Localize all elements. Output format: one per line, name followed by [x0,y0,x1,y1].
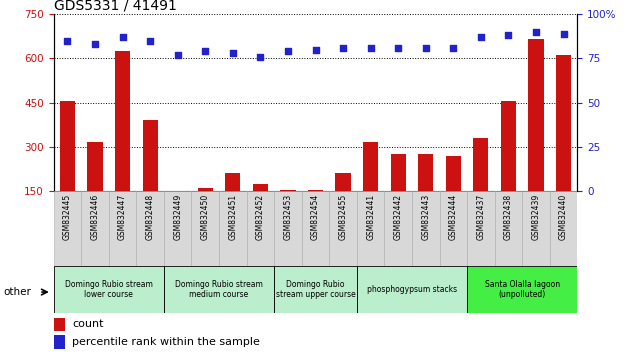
Point [476,34,486,40]
Bar [164,191,191,266]
Text: GSM832443: GSM832443 [422,193,430,240]
Bar [467,266,577,313]
Bar [467,191,495,266]
Point [228,50,238,56]
Text: GSM832449: GSM832449 [173,193,182,240]
Bar [54,191,81,266]
Text: Domingo Rubio stream
medium course: Domingo Rubio stream medium course [175,280,263,299]
Bar [81,191,109,266]
Bar [109,191,136,266]
Point [145,38,155,44]
Text: GSM832454: GSM832454 [311,193,320,240]
Bar [445,156,461,235]
Text: GSM832437: GSM832437 [476,193,485,240]
Point [310,47,321,52]
Bar [170,197,186,235]
Bar [336,173,351,235]
Bar [253,184,268,235]
Point [90,41,100,47]
Bar [550,191,577,266]
Bar [363,143,378,235]
Bar [522,191,550,266]
Bar [54,318,65,331]
Text: count: count [72,319,103,329]
Bar [418,154,433,235]
Text: GSM832453: GSM832453 [283,193,292,240]
Bar [302,191,329,266]
Bar [54,266,164,313]
Text: GSM832446: GSM832446 [90,193,100,240]
Bar [198,188,213,235]
Text: GSM832441: GSM832441 [366,193,375,240]
Bar [136,191,164,266]
Bar [501,101,516,235]
Bar [384,191,412,266]
Text: GSM832442: GSM832442 [394,193,403,240]
Bar [225,173,240,235]
Point [62,38,73,44]
Point [448,45,458,51]
Text: GSM832438: GSM832438 [504,193,513,240]
Text: Domingo Rubio stream
lower course: Domingo Rubio stream lower course [65,280,153,299]
Text: GSM832455: GSM832455 [339,193,348,240]
Bar [473,138,488,235]
Bar [143,120,158,235]
Bar [357,191,384,266]
Bar [274,191,302,266]
Text: GSM832439: GSM832439 [531,193,541,240]
Bar [54,335,65,349]
Point [393,45,403,51]
Bar [412,191,440,266]
Point [421,45,431,51]
Point [504,33,514,38]
Bar [60,101,75,235]
Text: Santa Olalla lagoon
(unpolluted): Santa Olalla lagoon (unpolluted) [485,280,560,299]
Bar [191,191,219,266]
Text: GDS5331 / 41491: GDS5331 / 41491 [54,0,177,13]
Bar [308,190,323,235]
Bar [219,191,247,266]
Point [338,45,348,51]
Point [173,52,183,58]
Bar [274,266,357,313]
Text: GSM832440: GSM832440 [559,193,568,240]
Text: GSM832445: GSM832445 [63,193,72,240]
Bar [528,39,543,235]
Point [365,45,375,51]
Bar [495,191,522,266]
Text: Domingo Rubio
stream upper course: Domingo Rubio stream upper course [276,280,355,299]
Point [283,48,293,54]
Text: GSM832450: GSM832450 [201,193,209,240]
Bar [391,154,406,235]
Bar [329,191,357,266]
Text: percentile rank within the sample: percentile rank within the sample [72,337,260,347]
Bar [115,51,130,235]
Point [117,34,127,40]
Point [200,48,210,54]
Bar [357,266,467,313]
Bar [247,191,274,266]
Text: GSM832451: GSM832451 [228,193,237,240]
Text: GSM832452: GSM832452 [256,193,265,240]
Bar [280,190,295,235]
Point [558,31,569,36]
Text: other: other [3,287,31,297]
Text: GSM832447: GSM832447 [118,193,127,240]
Text: phosphogypsum stacks: phosphogypsum stacks [367,285,457,294]
Bar [556,56,571,235]
Bar [440,191,467,266]
Point [531,29,541,35]
Text: GSM832448: GSM832448 [146,193,155,240]
Bar [164,266,274,313]
Point [256,54,266,59]
Bar [88,143,103,235]
Text: GSM832444: GSM832444 [449,193,458,240]
